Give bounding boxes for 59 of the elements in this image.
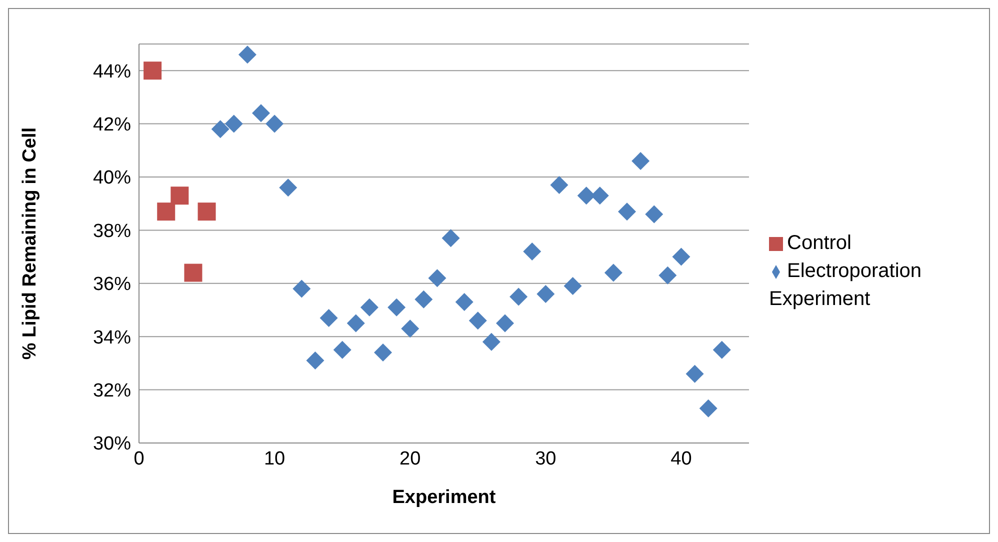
legend-label: Electroporation Experiment xyxy=(769,260,922,310)
y-tick-label: 32% xyxy=(92,380,132,402)
x-axis-title: Experiment xyxy=(392,487,496,508)
x-tick-label: 20 xyxy=(400,448,421,470)
y-tick-label: 38% xyxy=(92,220,132,242)
legend-label: Control xyxy=(787,232,852,254)
point xyxy=(184,264,202,282)
point xyxy=(442,229,460,248)
point xyxy=(455,293,474,312)
point xyxy=(686,364,704,383)
point xyxy=(577,186,596,205)
x-tick-label: 0 xyxy=(134,448,144,470)
point xyxy=(346,314,365,332)
point xyxy=(482,332,500,351)
point xyxy=(564,277,582,296)
point xyxy=(550,176,568,194)
point xyxy=(632,152,650,170)
point xyxy=(604,264,622,282)
y-tick-label: 42% xyxy=(92,114,132,136)
point xyxy=(144,62,162,80)
point xyxy=(252,104,270,122)
point xyxy=(292,280,311,298)
y-tick-label: 40% xyxy=(92,168,132,189)
x-tick-label: 30 xyxy=(535,448,556,470)
point xyxy=(645,205,664,224)
point xyxy=(224,114,243,133)
point xyxy=(266,114,284,133)
point xyxy=(618,202,636,221)
point xyxy=(333,340,352,359)
point xyxy=(510,288,528,306)
point xyxy=(414,290,433,308)
point xyxy=(279,178,298,197)
point xyxy=(388,298,406,316)
y-tick-label: 36% xyxy=(92,274,132,296)
point xyxy=(699,399,718,418)
y-tick-label: 44% xyxy=(92,61,132,82)
point xyxy=(496,314,514,332)
point xyxy=(360,298,378,316)
point xyxy=(468,312,487,330)
point xyxy=(306,352,324,370)
point xyxy=(536,285,555,304)
point xyxy=(658,266,677,284)
y-tick-label: 34% xyxy=(92,327,132,348)
point xyxy=(198,202,216,221)
point xyxy=(238,46,256,64)
x-tick-label: 40 xyxy=(670,448,692,470)
point xyxy=(401,320,420,338)
point xyxy=(374,344,392,362)
point xyxy=(523,242,542,260)
point xyxy=(672,248,690,266)
point xyxy=(170,186,189,205)
point xyxy=(428,269,446,288)
point xyxy=(712,340,731,359)
point xyxy=(211,120,230,138)
x-tick-label: 10 xyxy=(264,448,286,470)
y-axis-title: % Lipid Remaining in Cell xyxy=(20,127,41,360)
point xyxy=(157,202,176,221)
point xyxy=(320,308,338,327)
y-tick-label: 30% xyxy=(92,434,132,455)
